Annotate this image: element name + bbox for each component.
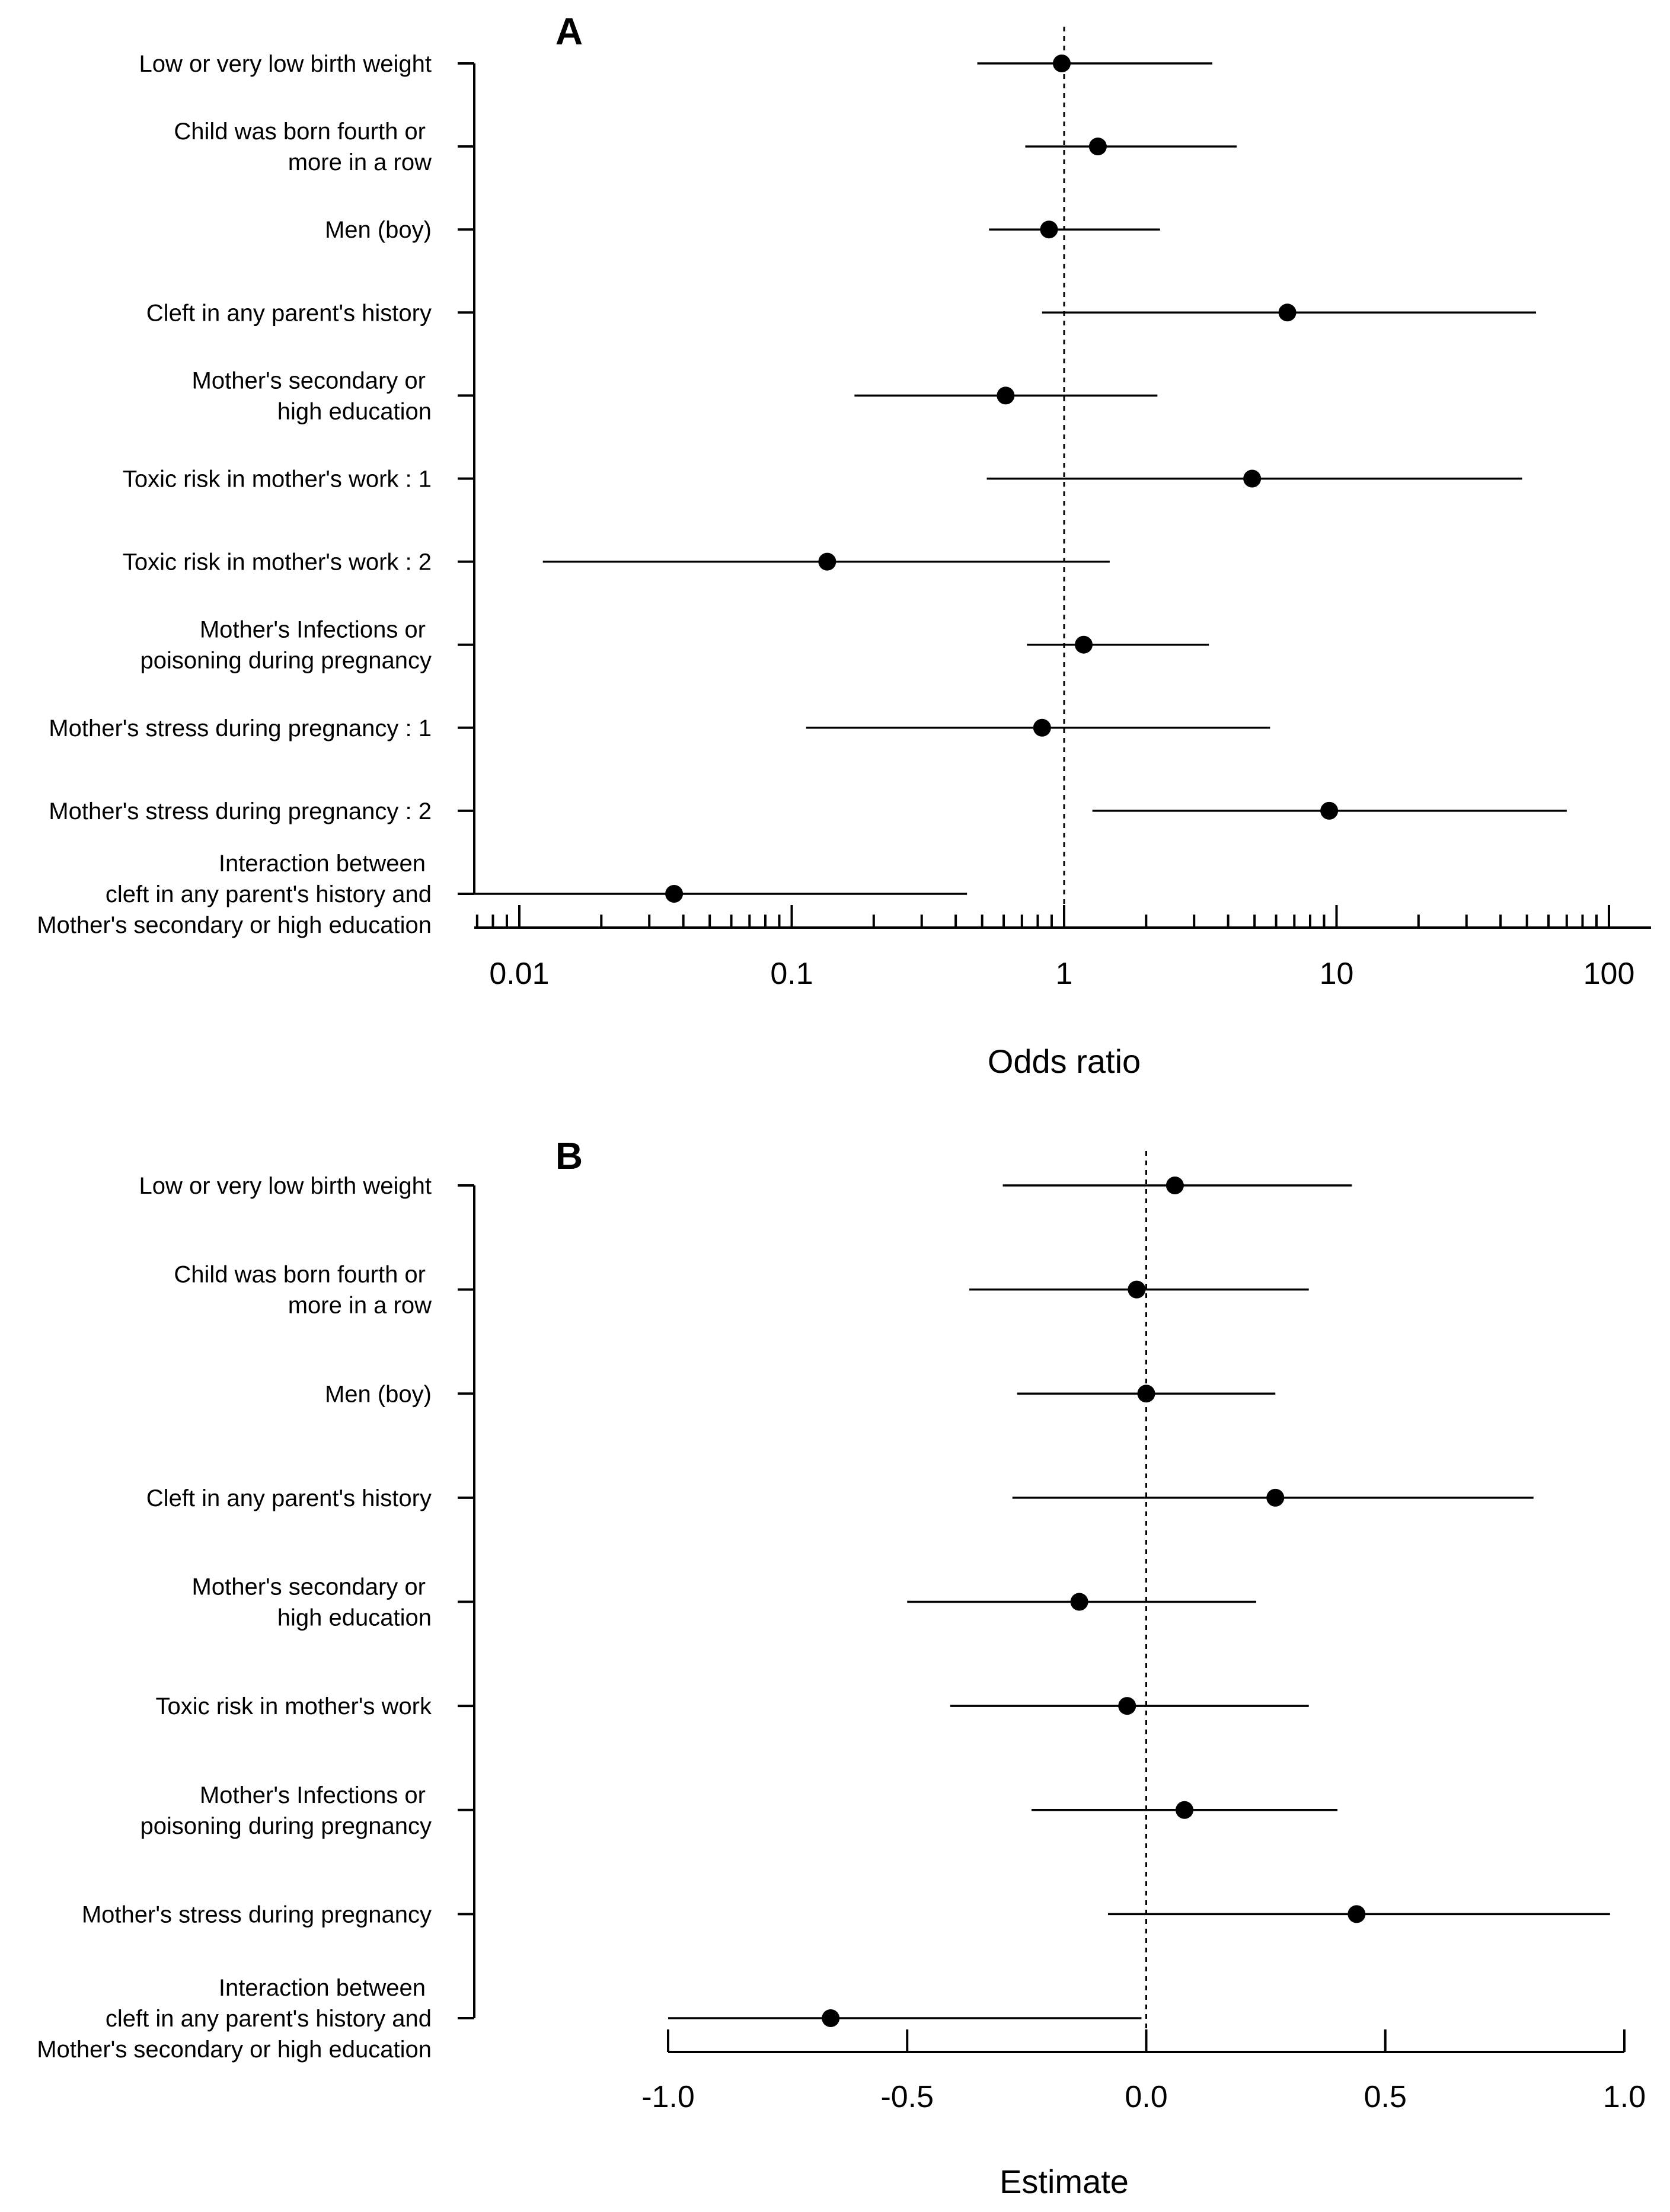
point-estimate: [1266, 1488, 1285, 1507]
x-tick-label: 100: [1583, 957, 1635, 991]
panel-label: B: [555, 1134, 583, 1177]
point-estimate: [822, 2009, 840, 2027]
row-label: more in a row: [288, 149, 432, 175]
row-label: more in a row: [288, 1293, 432, 1319]
row-label: Mother's secondary or: [192, 1574, 426, 1600]
row-label: Mother's secondary or high education: [37, 912, 432, 938]
row-label: Child was born fourth or: [174, 119, 426, 145]
point-estimate: [1070, 1593, 1088, 1611]
point-estimate: [1166, 1177, 1184, 1194]
point-estimate: [1278, 303, 1297, 322]
point-estimate: [1320, 801, 1339, 820]
point-estimate: [997, 386, 1015, 405]
x-axis-title: Odds ratio: [988, 1043, 1141, 1080]
row-label: Interaction between: [219, 1975, 426, 2001]
point-estimate: [1128, 1280, 1146, 1299]
point-estimate: [1118, 1697, 1136, 1715]
point-estimate: [1137, 1385, 1155, 1403]
panel-b: B Low or very low birth weight Child was b…: [37, 1134, 1646, 2200]
x-tick-label: 0.1: [770, 957, 813, 991]
row-label: cleft in any parent's history and: [106, 881, 432, 907]
row-label: Cleft in any parent's history: [146, 300, 432, 326]
row-label: Low or very low birth weight: [139, 1173, 432, 1199]
point-estimate: [1176, 1801, 1194, 1819]
x-axis-title: Estimate: [1000, 2163, 1129, 2200]
row-label: Toxic risk in mother's work: [155, 1693, 432, 1719]
x-tick-label: 0.0: [1125, 2080, 1167, 2114]
row-label: Toxic risk in mother's work : 1: [123, 466, 432, 493]
x-tick-label: -1.0: [641, 2080, 695, 2114]
row-label: Interaction between: [219, 851, 426, 877]
row-label: high education: [277, 398, 432, 424]
x-tick-label: 0.5: [1364, 2080, 1407, 2114]
x-tick-label: 1.0: [1603, 2080, 1646, 2114]
x-tick-label: 10: [1320, 957, 1354, 991]
row-label: Mother's secondary or: [192, 367, 426, 394]
x-tick-label: -0.5: [880, 2080, 934, 2114]
row-label: Men (boy): [325, 1381, 432, 1407]
point-estimate: [1075, 635, 1093, 654]
row-label: Low or very low birth weight: [139, 51, 432, 77]
row-label: poisoning during pregnancy: [141, 648, 432, 674]
point-estimate: [818, 552, 836, 571]
x-tick-label: 0.01: [489, 957, 549, 991]
point-estimate: [1052, 55, 1071, 72]
row-label: Cleft in any parent's history: [146, 1485, 432, 1511]
point-estimate: [1033, 718, 1051, 737]
panel-a: A Low or very low birth weight Child was b…: [37, 10, 1651, 1080]
point-estimate: [1243, 469, 1262, 488]
point-estimate: [1040, 220, 1058, 239]
point-estimate: [1088, 138, 1107, 156]
row-label: cleft in any parent's history and: [106, 2006, 432, 2032]
row-label: Men (boy): [325, 217, 432, 243]
row-label: Mother's stress during pregnancy : 2: [49, 798, 432, 824]
row-label: Mother's stress during pregnancy : 1: [49, 715, 432, 741]
row-label: Mother's Infections or: [200, 617, 426, 643]
row-label: Toxic risk in mother's work : 2: [123, 549, 432, 576]
row-label: Child was born fourth or: [174, 1262, 426, 1288]
point-estimate: [1348, 1905, 1366, 1923]
panel-label: A: [555, 10, 583, 53]
x-tick-label: 1: [1056, 957, 1073, 991]
row-label: Mother's secondary or high education: [37, 2037, 432, 2063]
row-label: high education: [277, 1605, 432, 1631]
point-estimate: [665, 885, 684, 903]
row-label: poisoning during pregnancy: [141, 1813, 432, 1839]
row-label: Mother's stress during pregnancy: [82, 1901, 432, 1927]
row-label: Mother's Infections or: [200, 1782, 426, 1808]
